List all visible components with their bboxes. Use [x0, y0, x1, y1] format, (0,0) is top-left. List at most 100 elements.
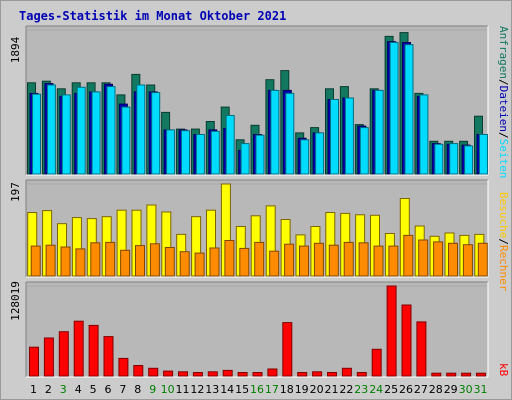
bar-kb-day-29: [446, 372, 457, 377]
x-tick-label-day-10: 10: [161, 383, 175, 396]
bar-kb-day-28: [431, 372, 442, 377]
bar-rechner-day-7: [120, 249, 131, 277]
bar-seiten-day-30: [464, 145, 474, 175]
bottom-panel-legend: kB: [497, 363, 510, 377]
bar-rechner-day-9: [149, 243, 160, 277]
bar-seiten-day-15: [240, 143, 250, 175]
x-tick-label-day-11: 11: [176, 383, 190, 396]
x-tick-label-day-9: 9: [149, 383, 156, 396]
bar-rechner-day-29: [448, 242, 458, 277]
bottom-panel: [25, 281, 489, 378]
bar-seiten-day-1: [32, 93, 41, 175]
top-legend-part-3: /: [497, 132, 510, 139]
bar-rechner-day-21: [328, 244, 339, 277]
bar-kb-day-23: [356, 372, 367, 377]
bar-kb-day-8: [133, 365, 144, 377]
x-tick-label-day-27: 27: [414, 383, 428, 396]
bar-seiten-day-2: [46, 84, 56, 175]
bar-kb-day-1: [29, 346, 39, 377]
bar-seiten-day-5: [91, 91, 101, 175]
bar-kb-day-6: [103, 336, 114, 377]
middle-panel-legend: Besuche/Rechner: [497, 192, 510, 292]
x-tick-label-day-3: 3: [60, 383, 67, 396]
bar-rechner-day-31: [477, 242, 488, 277]
bar-rechner-day-22: [343, 241, 354, 277]
bar-seiten-day-12: [195, 134, 205, 175]
bar-rechner-day-8: [135, 245, 145, 277]
bar-seiten-day-14: [225, 115, 235, 175]
middle-legend-part-1: /: [497, 238, 510, 245]
bar-seiten-day-20: [315, 132, 325, 175]
middle-legend-part-2: Rechner: [497, 245, 510, 292]
bar-seiten-day-8: [136, 84, 146, 175]
bar-seiten-day-10: [166, 129, 176, 175]
bar-seiten-day-9: [151, 92, 161, 175]
x-tick-label-day-4: 4: [75, 383, 82, 396]
x-axis-day-labels: 1 2 3 4 5 6 7 8 9 10 11 12 13 14 15 16 17 18 19 20 21 22 23 24 2…: [30, 383, 488, 396]
chart-panels: [25, 25, 489, 378]
x-tick-label-day-8: 8: [134, 383, 141, 396]
bar-kb-day-12: [192, 372, 203, 377]
x-tick-label-day-17: 17: [265, 383, 279, 396]
bar-kb-day-7: [118, 357, 129, 377]
bar-seiten-day-24: [374, 89, 384, 175]
x-tick-label-day-2: 2: [45, 383, 52, 396]
top-legend-part-1: /: [497, 79, 510, 86]
bar-kb-day-27: [416, 321, 427, 377]
bar-kb-day-14: [222, 369, 233, 377]
bar-kb-day-30: [461, 372, 472, 377]
bar-seiten-day-3: [61, 94, 71, 175]
x-tick-label-day-26: 26: [399, 383, 413, 396]
x-tick-label-day-25: 25: [384, 383, 398, 396]
bar-kb-day-19: [297, 372, 308, 377]
bar-kb-day-26: [401, 304, 412, 377]
bar-rechner-day-28: [433, 241, 444, 277]
bar-rechner-day-2: [45, 244, 56, 277]
x-tick-label-day-15: 15: [235, 383, 249, 396]
bottom-panel-max-label: 128019: [9, 281, 22, 321]
bar-kb-day-11: [178, 371, 188, 377]
bar-kb-day-16: [252, 372, 263, 377]
x-tick-label-day-24: 24: [369, 383, 383, 396]
bar-rechner-day-11: [179, 251, 190, 277]
top-legend-part-2: Dateien: [497, 86, 510, 132]
bar-rechner-day-26: [403, 234, 414, 277]
x-tick-label-day-7: 7: [119, 383, 126, 396]
x-tick-label-day-22: 22: [339, 383, 353, 396]
bar-rechner-day-16: [254, 241, 265, 277]
bar-rechner-day-17: [269, 250, 280, 277]
bar-rechner-day-10: [164, 247, 175, 277]
middle-legend-part-0: Besuche: [497, 192, 510, 238]
bar-rechner-day-14: [224, 240, 235, 277]
bar-seiten-day-28: [434, 143, 444, 175]
x-tick-label-day-14: 14: [220, 383, 234, 396]
bar-rechner-day-1: [30, 245, 41, 277]
x-tick-label-day-16: 16: [250, 383, 264, 396]
bottom-legend-part-0: kB: [497, 363, 510, 377]
middle-panel-max-label: 197: [9, 182, 22, 202]
bar-seiten-day-22: [344, 97, 354, 175]
x-tick-label-day-23: 23: [354, 383, 368, 396]
bar-kb-day-24: [371, 348, 382, 377]
bar-rechner-day-30: [462, 244, 473, 277]
x-tick-label-day-13: 13: [205, 383, 219, 396]
bar-kb-day-2: [43, 337, 54, 377]
top-panel-max-label: 1894: [9, 36, 22, 63]
top-legend-part-0: Anfragen: [497, 26, 510, 79]
bar-rechner-day-24: [373, 245, 384, 277]
bar-seiten-day-26: [404, 44, 414, 175]
bar-kb-day-21: [327, 372, 337, 377]
bar-kb-day-13: [207, 371, 218, 377]
x-tick-label-day-21: 21: [325, 383, 339, 396]
bar-rechner-day-19: [299, 245, 309, 277]
bar-kb-day-3: [58, 331, 69, 377]
bar-kb-day-17: [267, 368, 278, 377]
x-tick-label-day-6: 6: [105, 383, 112, 396]
chart-title: Tages-Statistik im Monat Oktober 2021: [19, 9, 286, 23]
bar-rechner-day-15: [239, 247, 250, 277]
bar-rechner-day-3: [60, 246, 71, 277]
bar-kb-day-22: [341, 367, 352, 377]
bar-rechner-day-6: [105, 241, 116, 277]
